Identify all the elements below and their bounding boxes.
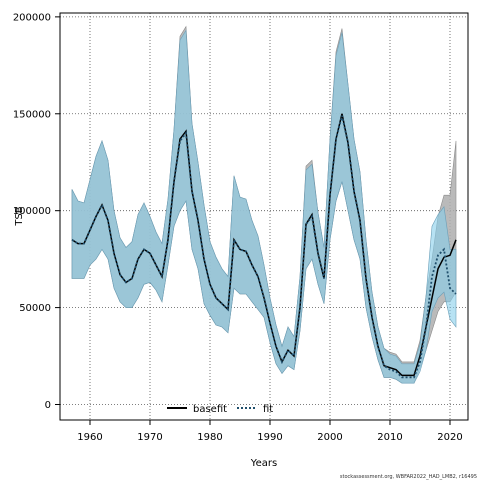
x-tick-label-3: 1990 bbox=[257, 432, 282, 443]
y-tick-label-4: 200000 bbox=[13, 12, 51, 23]
y-tick-label-0: 0 bbox=[45, 400, 51, 411]
plot-frame bbox=[59, 12, 469, 421]
legend-basefit-label: basefit bbox=[193, 404, 227, 415]
y-tick-label-1: 50000 bbox=[19, 303, 51, 314]
x-tick-label-6: 2020 bbox=[437, 432, 462, 443]
series-lines bbox=[71, 113, 457, 379]
x-tick-label-2: 1980 bbox=[197, 432, 222, 443]
y-tick-label-2: 100000 bbox=[13, 206, 51, 217]
legend-fit-label: fit bbox=[263, 404, 273, 415]
x-tick-label-1: 1970 bbox=[137, 432, 162, 443]
fit-band bbox=[71, 29, 457, 384]
basefit-line bbox=[71, 113, 457, 377]
x-axis-title: Years bbox=[250, 458, 277, 469]
legend: basefit fit bbox=[167, 404, 273, 415]
footnote: stockassessment.org, WBFAR2022_HAD_LMB2,… bbox=[340, 474, 477, 480]
y-axis-title: TSB bbox=[14, 206, 25, 226]
y-tick-label-3: 150000 bbox=[13, 109, 51, 120]
axis-ticks: 1960 1970 1980 1990 2000 2010 2020 0 50000 100000… bbox=[13, 12, 463, 443]
x-tick-label-5: 2010 bbox=[377, 432, 402, 443]
x-tick-label-4: 2000 bbox=[317, 432, 342, 443]
confidence-bands bbox=[71, 25, 457, 384]
x-tick-label-0: 1960 bbox=[77, 432, 102, 443]
